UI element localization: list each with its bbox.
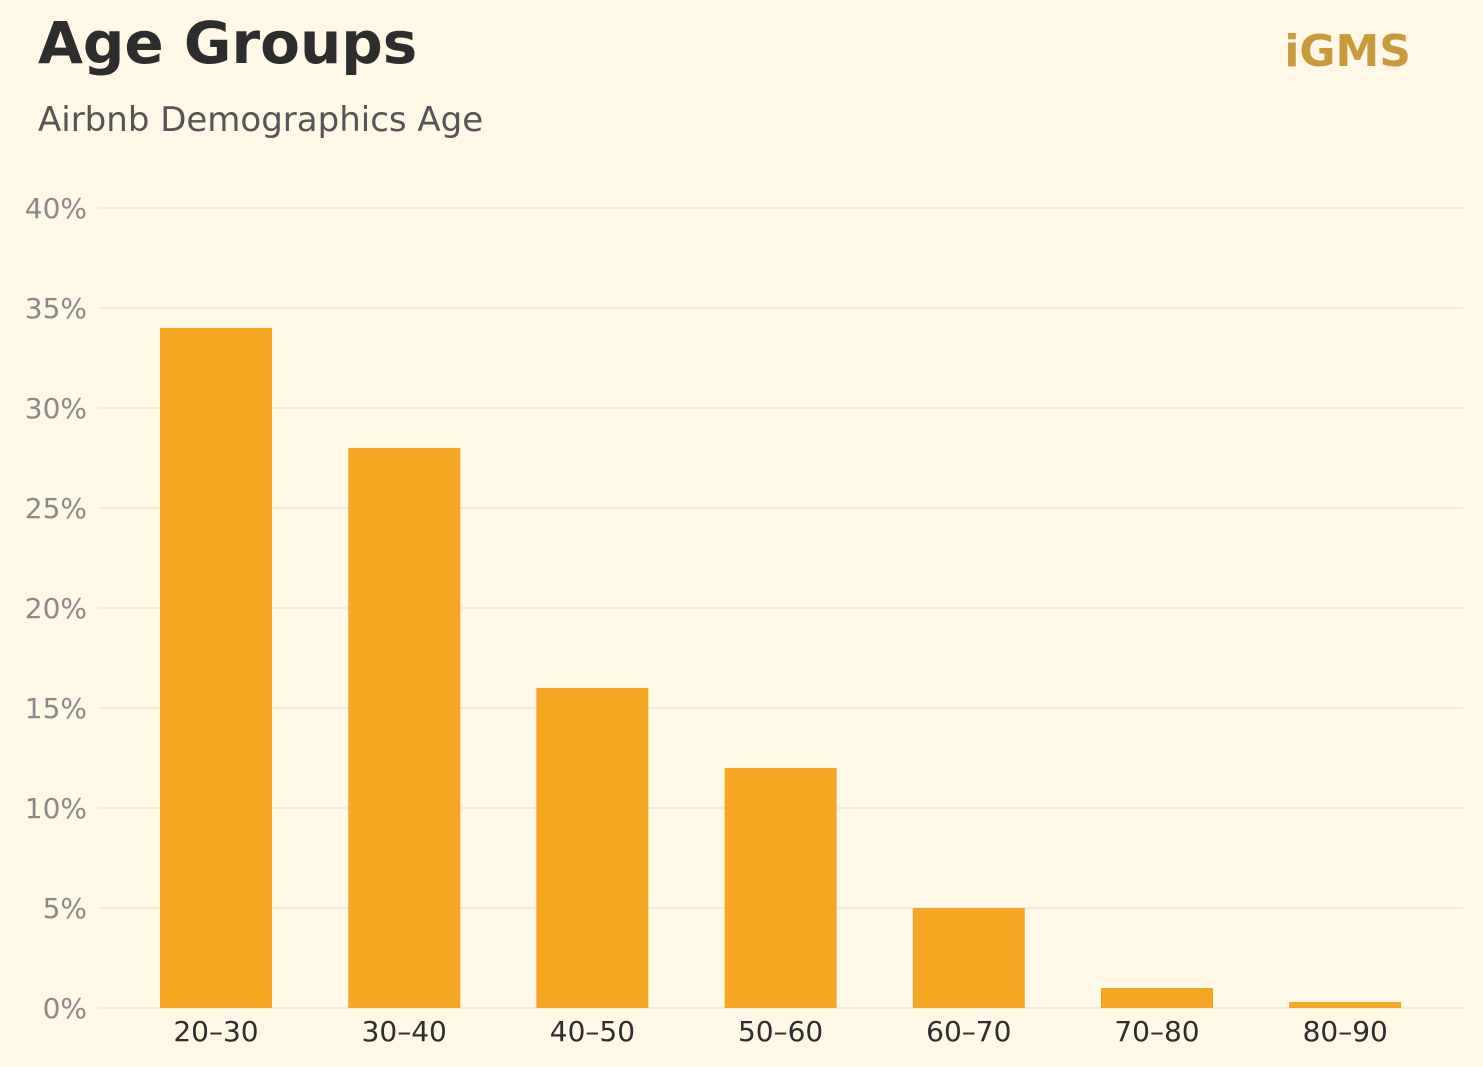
y-tick-label: 40% <box>25 192 87 225</box>
y-tick-label: 0% <box>43 992 87 1025</box>
chart-subtitle: Airbnb Demographics Age <box>38 100 484 140</box>
bar-30-40 <box>348 448 461 1008</box>
y-tick-label: 5% <box>43 892 87 925</box>
y-tick-label: 35% <box>25 292 87 325</box>
y-tick-label: 30% <box>25 392 87 425</box>
bar-70-80 <box>1101 988 1213 1008</box>
bar-80-90 <box>1289 1002 1402 1008</box>
x-tick-label: 40–50 <box>550 1015 635 1048</box>
x-axis-ticks: 20–30 30–40 40–50 50–60 60–70 70–80 80–90 <box>173 1015 1387 1048</box>
y-tick-label: 25% <box>25 492 87 525</box>
bars <box>160 328 1402 1008</box>
x-tick-label: 30–40 <box>362 1015 447 1048</box>
y-tick-label: 10% <box>25 792 87 825</box>
x-tick-label: 50–60 <box>738 1015 823 1048</box>
x-tick-label: 80–90 <box>1303 1015 1388 1048</box>
gridlines <box>98 207 1463 1009</box>
bar-60-70 <box>912 908 1025 1008</box>
x-tick-label: 60–70 <box>926 1015 1011 1048</box>
y-axis-ticks: 0% 5% 10% 15% 20% 25% 30% 35% 40% <box>25 192 87 1025</box>
chart-title: Age Groups <box>38 9 418 77</box>
bar-20-30 <box>160 328 272 1008</box>
y-tick-label: 20% <box>25 592 87 625</box>
bar-50-60 <box>724 768 837 1008</box>
brand-logo: iGMS <box>1284 26 1411 77</box>
x-tick-label: 20–30 <box>173 1015 258 1048</box>
y-tick-label: 15% <box>25 692 87 725</box>
x-tick-label: 70–80 <box>1114 1015 1199 1048</box>
bar-40-50 <box>536 688 649 1008</box>
